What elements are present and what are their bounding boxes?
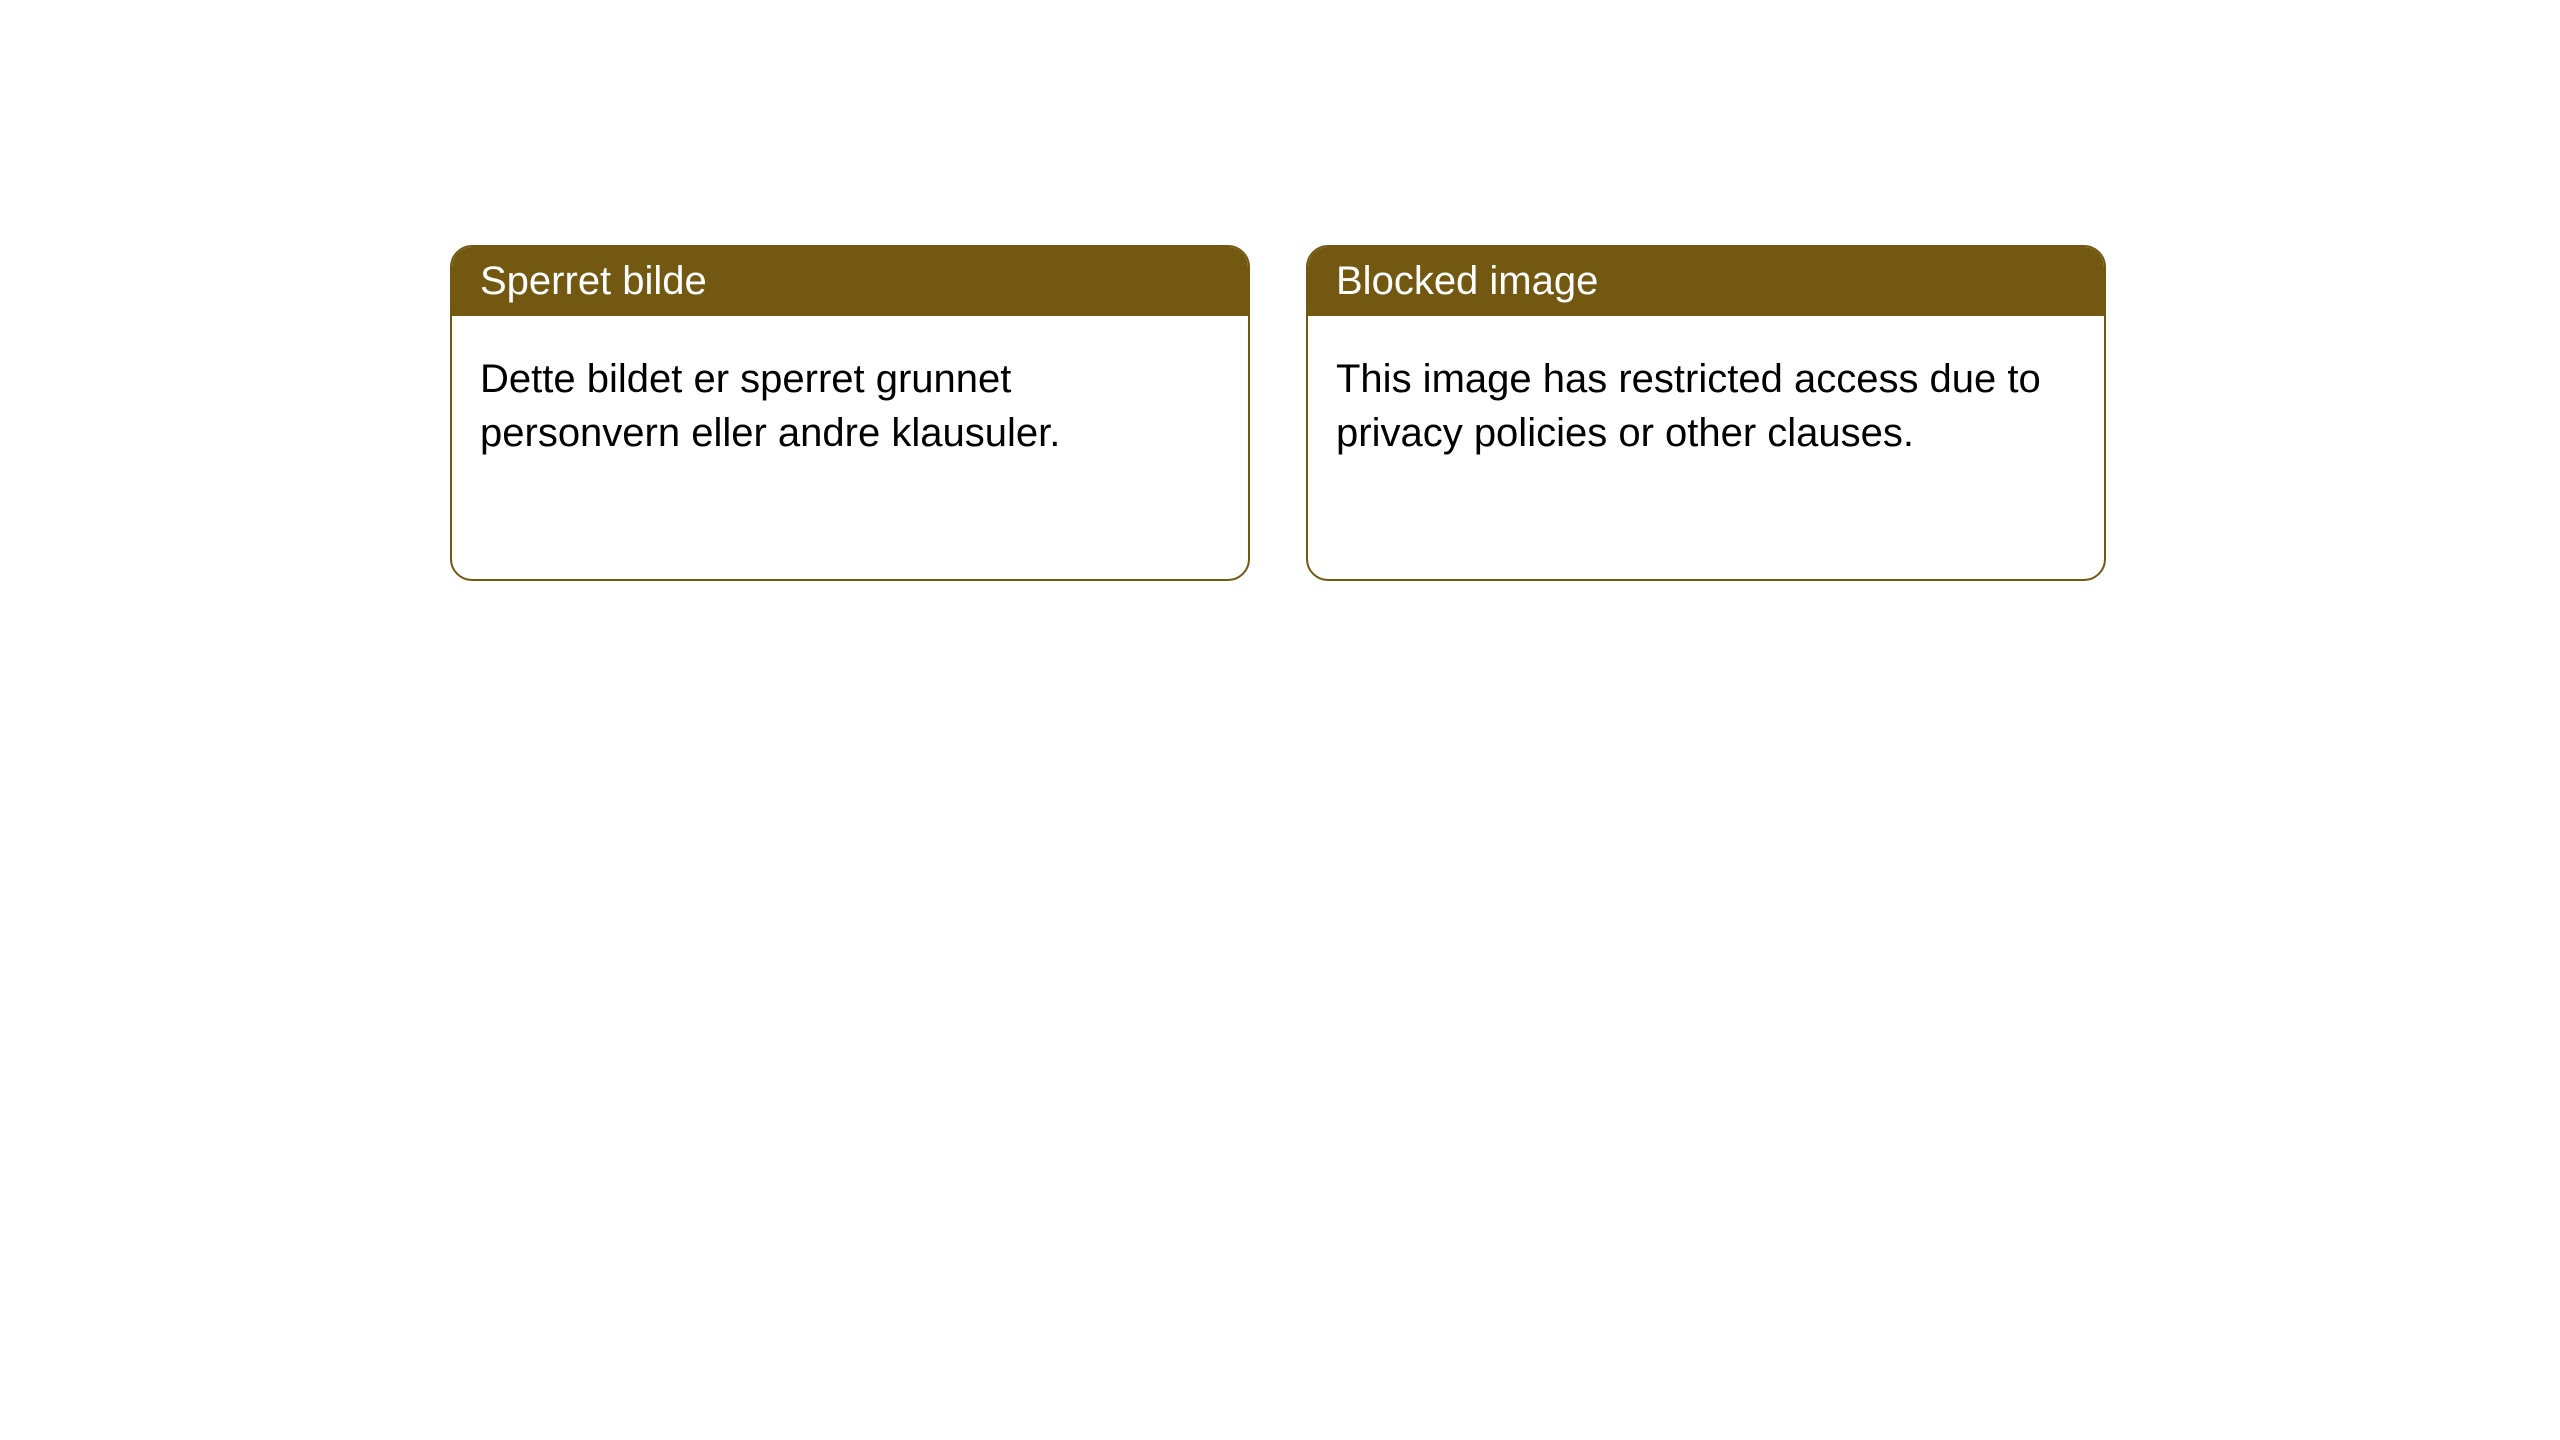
notice-card-english: Blocked image This image has restricted … (1306, 245, 2106, 581)
notice-cards-container: Sperret bilde Dette bildet er sperret gr… (0, 0, 2560, 581)
card-header: Blocked image (1308, 247, 2104, 316)
card-title: Blocked image (1336, 259, 1598, 303)
notice-card-norwegian: Sperret bilde Dette bildet er sperret gr… (450, 245, 1250, 581)
card-title: Sperret bilde (480, 259, 707, 303)
card-body-text: This image has restricted access due to … (1336, 357, 2041, 455)
card-body: Dette bildet er sperret grunnet personve… (452, 316, 1248, 496)
card-body: This image has restricted access due to … (1308, 316, 2104, 496)
card-header: Sperret bilde (452, 247, 1248, 316)
card-body-text: Dette bildet er sperret grunnet personve… (480, 357, 1060, 455)
